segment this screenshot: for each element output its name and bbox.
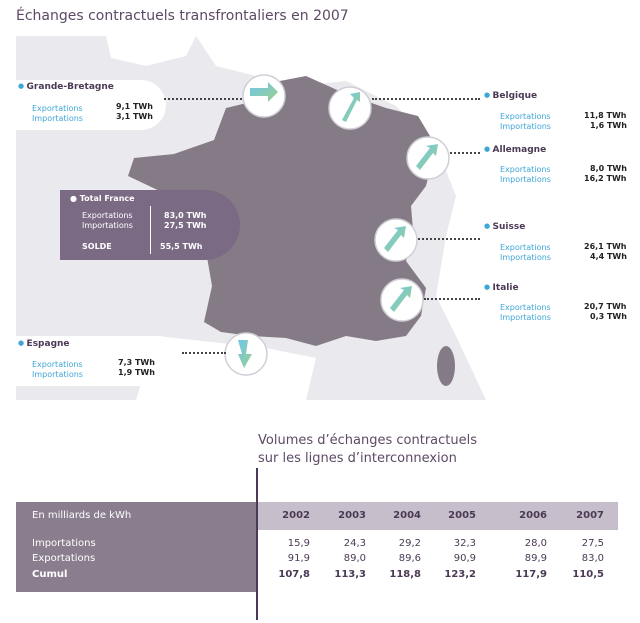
table-header-row xyxy=(256,502,618,530)
exchange-circle-gb xyxy=(242,74,286,118)
volumes-title: Volumes d’échanges contractuels sur les … xyxy=(258,432,477,468)
table-cell: 29,2 xyxy=(398,538,421,549)
year-header: 2007 xyxy=(576,510,604,521)
table-divider-line xyxy=(256,468,258,620)
table-cell: 32,3 xyxy=(453,538,476,549)
imports-value-espagne: 1,9 TWh xyxy=(118,368,155,377)
exchange-circle-belgique xyxy=(328,86,372,130)
imports-label-allemagne: Importations xyxy=(500,175,551,184)
exports-label-belgique: Exportations xyxy=(500,112,551,121)
total-imports-value: 27,5 TWh xyxy=(164,221,207,230)
exports-label-suisse: Exportations xyxy=(500,243,551,252)
connector-espagne xyxy=(182,352,226,354)
corsica-shape xyxy=(437,346,455,386)
total-exports-label: Exportations xyxy=(82,211,133,220)
exports-value-belgique: 11,8 TWh xyxy=(584,111,627,120)
connector-italie xyxy=(424,298,480,300)
imports-label-grande-bretagne: Importations xyxy=(32,114,83,123)
table-label-band xyxy=(16,502,256,592)
country-name-italie: Italie xyxy=(484,283,519,293)
exchange-circle-italie xyxy=(380,278,424,322)
connector-grande-bretagne xyxy=(164,98,242,100)
table-cell: 24,3 xyxy=(343,538,366,549)
table-cell: 28,0 xyxy=(524,538,547,549)
table-cell: 27,5 xyxy=(581,538,604,549)
table-cell: 117,9 xyxy=(515,569,547,580)
country-name-suisse: Suisse xyxy=(484,222,526,232)
solde-value: 55,5 TWh xyxy=(160,242,203,251)
map: Grande-Bretagne Exportations Importation… xyxy=(16,36,632,400)
total-france-box: ● Total France Exportations Importations… xyxy=(60,190,240,260)
imports-label-espagne: Importations xyxy=(32,370,83,379)
imports-value-allemagne: 16,2 TWh xyxy=(584,174,627,183)
table-cell: 91,9 xyxy=(287,553,310,564)
table-cell: 89,0 xyxy=(343,553,366,564)
exports-value-allemagne: 8,0 TWh xyxy=(590,164,627,173)
connector-allemagne xyxy=(450,152,480,154)
table-cell: 110,5 xyxy=(572,569,604,580)
exchange-circle-espagne xyxy=(224,332,268,376)
unit-label: En milliards de kWh xyxy=(32,510,132,521)
exports-value-suisse: 26,1 TWh xyxy=(584,242,627,251)
imports-label-suisse: Importations xyxy=(500,253,551,262)
total-france-title: ● Total France xyxy=(70,194,135,203)
exchange-circle-allemagne xyxy=(406,136,450,180)
total-imports-label: Importations xyxy=(82,221,133,230)
exports-label-espagne: Exportations xyxy=(32,360,83,369)
exports-label-italie: Exportations xyxy=(500,303,551,312)
table-cell: 83,0 xyxy=(581,553,604,564)
imports-label-belgique: Importations xyxy=(500,122,551,131)
table-cell: 15,9 xyxy=(287,538,310,549)
table-cell: 89,6 xyxy=(398,553,421,564)
year-header: 2002 xyxy=(282,510,310,521)
table-cell: 123,2 xyxy=(444,569,476,580)
imports-value-grande-bretagne: 3,1 TWh xyxy=(116,112,153,121)
year-header: 2006 xyxy=(519,510,547,521)
exports-value-grande-bretagne: 9,1 TWh xyxy=(116,102,153,111)
total-exports-value: 83,0 TWh xyxy=(164,211,207,220)
exports-label-allemagne: Exportations xyxy=(500,165,551,174)
table-cell: 89,9 xyxy=(524,553,547,564)
row-label-exportations: Exportations xyxy=(32,553,96,564)
volumes-title-line1: Volumes d’échanges contractuels xyxy=(258,433,478,448)
connector-belgique xyxy=(372,98,480,100)
row-label-cumul: Cumul xyxy=(32,569,68,580)
country-name-belgique: Belgique xyxy=(484,91,538,101)
table-cell: 90,9 xyxy=(453,553,476,564)
imports-value-italie: 0,3 TWh xyxy=(590,312,627,321)
exports-value-italie: 20,7 TWh xyxy=(584,302,627,311)
imports-label-italie: Importations xyxy=(500,313,551,322)
imports-value-belgique: 1,6 TWh xyxy=(590,121,627,130)
table-cell: 113,3 xyxy=(334,569,366,580)
france-shape xyxy=(128,76,436,346)
connector-suisse xyxy=(418,238,480,240)
country-name-allemagne: Allemagne xyxy=(484,145,547,155)
page-title: Échanges contractuels transfrontaliers e… xyxy=(16,8,349,24)
year-header: 2005 xyxy=(448,510,476,521)
table-cell: 107,8 xyxy=(278,569,310,580)
table-cell: 118,8 xyxy=(389,569,421,580)
great-britain-land xyxy=(106,36,196,66)
solde-label: SOLDE xyxy=(82,242,112,251)
volumes-title-line2: sur les lignes d’interconnexion xyxy=(258,451,457,466)
total-france-divider xyxy=(150,206,151,254)
exchange-circle-suisse xyxy=(374,218,418,262)
exports-value-espagne: 7,3 TWh xyxy=(118,358,155,367)
country-name-espagne: Espagne xyxy=(18,339,70,349)
row-label-importations: Importations xyxy=(32,538,96,549)
country-name-grande-bretagne: Grande-Bretagne xyxy=(18,82,114,92)
year-header: 2003 xyxy=(338,510,366,521)
imports-value-suisse: 4,4 TWh xyxy=(590,252,627,261)
year-header: 2004 xyxy=(393,510,421,521)
exports-label-grande-bretagne: Exportations xyxy=(32,104,83,113)
